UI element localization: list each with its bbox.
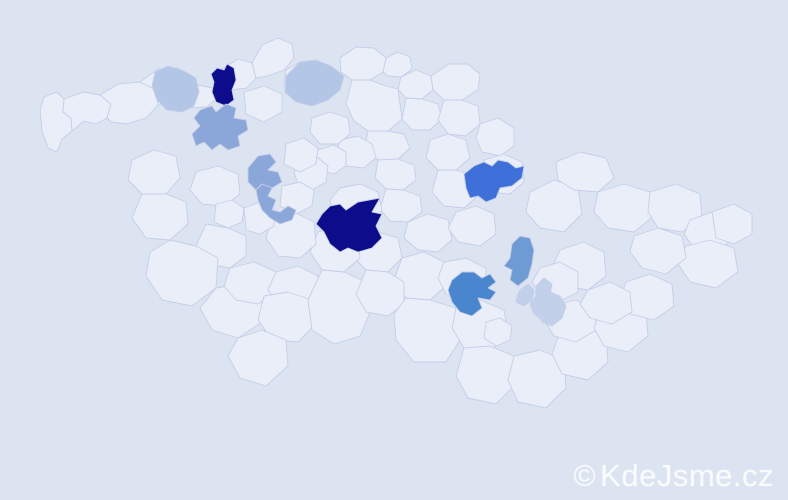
district-hodonin[interactable]	[508, 350, 566, 408]
district-breclav[interactable]	[456, 346, 516, 404]
district-prerov[interactable]	[580, 282, 632, 324]
district-brno-mesto[interactable]	[484, 318, 512, 346]
district-kolin[interactable]	[375, 159, 416, 190]
district-trutnov[interactable]	[431, 64, 480, 100]
district-kladno-highlight[interactable]	[248, 154, 282, 190]
district-frydek-mistek[interactable]	[678, 240, 738, 288]
district-louny-highlight[interactable]	[192, 104, 248, 150]
district-klatovy[interactable]	[146, 240, 218, 306]
district-zdar-highlight[interactable]	[448, 272, 496, 316]
district-cheb[interactable]	[40, 92, 72, 152]
district-znojmo[interactable]	[394, 298, 464, 362]
district-litomerice-base[interactable]	[244, 86, 282, 122]
district-semily[interactable]	[398, 70, 433, 99]
district-rychnov[interactable]	[476, 118, 514, 156]
district-sokolov[interactable]	[63, 92, 111, 131]
district-karlovy-vary[interactable]	[100, 82, 158, 124]
district-bruntal[interactable]	[594, 184, 654, 232]
district-sumperk[interactable]	[526, 180, 582, 232]
district-novy-jicin[interactable]	[630, 228, 686, 274]
district-rakovnik-neighbor-kladno[interactable]	[284, 138, 318, 172]
district-melnik[interactable]	[310, 112, 350, 144]
district-jesenik[interactable]	[556, 152, 614, 192]
district-nachod-highlight[interactable]	[464, 160, 524, 202]
district-base-layer	[40, 38, 752, 408]
district-blansko-highlight[interactable]	[516, 284, 534, 306]
district-jindrichuv-hradec[interactable]	[308, 270, 372, 344]
district-beroun-highlight[interactable]	[256, 184, 296, 224]
district-teplice-highlight[interactable]	[211, 64, 236, 106]
district-litomerice-highlight[interactable]	[152, 66, 199, 112]
district-karvina[interactable]	[712, 204, 752, 244]
district-jicin[interactable]	[402, 98, 442, 130]
district-pardubice[interactable]	[426, 134, 470, 170]
district-domazlice[interactable]	[132, 194, 188, 240]
district-tachov[interactable]	[128, 150, 180, 194]
district-rakovnik-highlight[interactable]	[316, 198, 382, 252]
district-svitavy-highlight[interactable]	[504, 236, 534, 286]
district-ceske-budejovice[interactable]	[258, 292, 316, 342]
district-ceska-lipa-highlight[interactable]	[285, 60, 344, 106]
district-pardubice-b[interactable]	[448, 206, 496, 246]
district-highlight-layer	[152, 60, 566, 326]
district-cesky-krumlov[interactable]	[228, 330, 288, 386]
district-liberec[interactable]	[340, 47, 386, 80]
district-hradec-kralove[interactable]	[438, 100, 480, 136]
district-plzen-mesto[interactable]	[214, 200, 244, 228]
district-kutna-hora[interactable]	[380, 189, 422, 222]
district-jihlava[interactable]	[356, 270, 404, 316]
district-havlickuv-brod[interactable]	[404, 214, 452, 252]
district-vyskov-highlight[interactable]	[538, 292, 566, 326]
district-jablonec[interactable]	[383, 52, 412, 77]
district-decin[interactable]	[252, 38, 294, 78]
district-mlada-boleslav[interactable]	[346, 80, 402, 131]
